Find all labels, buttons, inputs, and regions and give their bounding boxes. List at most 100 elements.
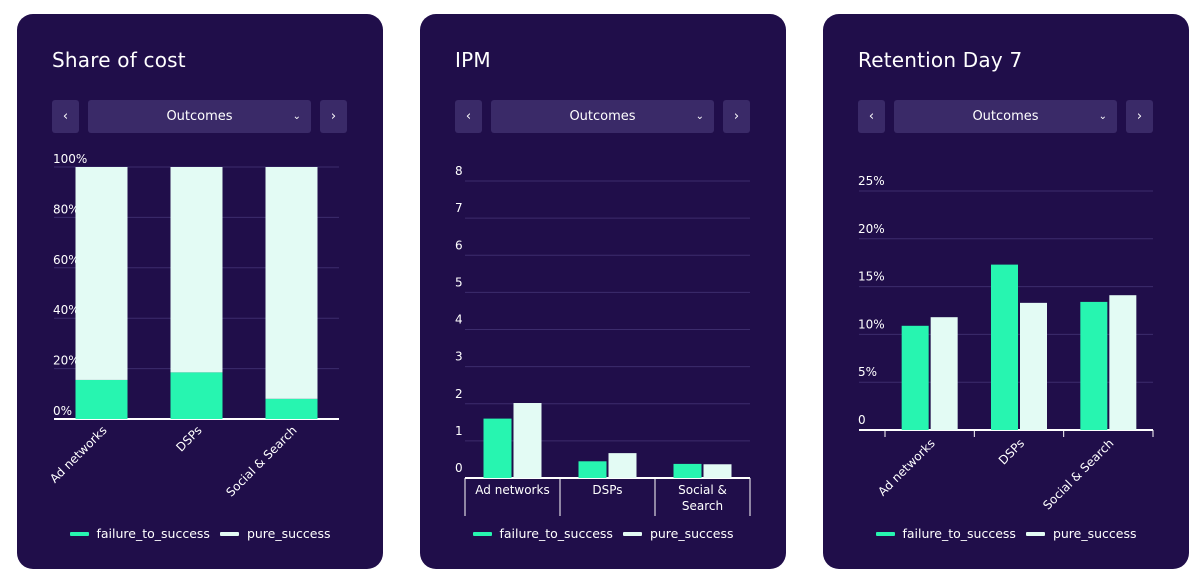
y-tick-label: 20% <box>858 222 885 236</box>
dropdown-value: Outcomes <box>972 109 1039 124</box>
y-tick-label: 10% <box>858 317 885 331</box>
card-title: IPM <box>455 48 491 72</box>
share-of-cost-card: Share of cost ‹ Outcomes ⌄ › 0% 20% 40% 60%… <box>17 14 383 569</box>
legend-swatch <box>472 531 492 536</box>
next-button[interactable]: › <box>1126 100 1153 133</box>
legend-item-pure-success[interactable]: pure_success <box>1025 526 1137 541</box>
y-tick-label: 80% <box>53 202 80 216</box>
bar-pure-success-dsps <box>1020 302 1047 430</box>
y-tick-label: 20% <box>53 354 80 368</box>
bar-failure-to-success-dsps <box>991 264 1018 430</box>
y-tick-label: 0 <box>858 413 866 427</box>
legend-item-pure-success[interactable]: pure_success <box>219 526 331 541</box>
dropdown-value: Outcomes <box>166 109 233 124</box>
card-title: Retention Day 7 <box>858 48 1023 72</box>
ipm-card: IPM ‹ Outcomes ⌄ › 0 1 2 3 4 5 6 7 8 Ad networks D… <box>420 14 786 569</box>
bar-pure-success-dsps <box>170 167 223 373</box>
legend-item-failure-to-success[interactable]: failure_to_success <box>472 526 613 541</box>
x-tick-label: Search <box>682 499 723 513</box>
bar-failure-to-success-dsps <box>578 461 607 478</box>
x-tick-label: Ad networks <box>47 423 110 486</box>
chevron-right-icon: › <box>733 109 740 124</box>
x-tick-label: DSPs <box>592 483 622 497</box>
y-tick-label: 7 <box>455 201 463 215</box>
retention-day-7-chart: 0 5% 10% 15% 20% 25% Ad networks DSPs Social & S… <box>858 174 1154 512</box>
share-of-cost-chart: 0% 20% 40% 60% 80% 100% Ad networks DSPs Social … <box>47 152 339 499</box>
legend-item-failure-to-success[interactable]: failure_to_success <box>875 526 1016 541</box>
legend-label: failure_to_success <box>902 526 1016 541</box>
chevron-right-icon: › <box>330 109 337 124</box>
y-tick-label: 0 <box>455 461 463 475</box>
y-tick-label: 3 <box>455 350 463 364</box>
y-tick-label: 15% <box>858 270 885 284</box>
legend-label: pure_success <box>246 526 331 541</box>
x-tick-label: Social & <box>678 483 727 497</box>
chart-legend: failure_to_success pure_success <box>823 526 1189 541</box>
chevron-left-icon: ‹ <box>62 109 69 124</box>
bar-failure-to-success-social-and-search <box>673 463 702 478</box>
x-tick-label: Social & Search <box>1040 436 1116 512</box>
x-tick-label: DSPs <box>173 423 204 454</box>
bar-failure-to-success-social-and-search <box>265 398 318 419</box>
outcomes-dropdown[interactable]: Outcomes ⌄ <box>894 100 1117 133</box>
chart-legend: failure_to_success pure_success <box>17 526 383 541</box>
previous-button[interactable]: ‹ <box>52 100 79 133</box>
chevron-left-icon: ‹ <box>465 109 472 124</box>
legend-item-pure-success[interactable]: pure_success <box>622 526 734 541</box>
bar-failure-to-success-ad-networks <box>483 418 512 478</box>
y-tick-label: 4 <box>455 313 463 327</box>
bar-pure-success-ad-networks <box>75 167 128 380</box>
next-button[interactable]: › <box>723 100 750 133</box>
x-tick-label: Ad networks <box>875 436 938 499</box>
y-tick-label: 0% <box>53 404 72 418</box>
next-button[interactable]: › <box>320 100 347 133</box>
bar-failure-to-success-ad-networks <box>901 325 929 430</box>
y-tick-label: 5% <box>858 365 877 379</box>
previous-button[interactable]: ‹ <box>858 100 885 133</box>
bar-pure-success-social-and-search <box>265 167 318 399</box>
legend-swatch <box>875 531 895 536</box>
bar-pure-success-social-and-search <box>1109 295 1137 430</box>
legend-label: pure_success <box>1052 526 1137 541</box>
bar-pure-success-social-and-search <box>703 464 732 478</box>
retention-day-7-card: Retention Day 7 ‹ Outcomes ⌄ › 0 5% 10% 15%… <box>823 14 1189 569</box>
chevron-left-icon: ‹ <box>868 109 875 124</box>
dropdown-value: Outcomes <box>569 109 636 124</box>
chevron-down-icon: ⌄ <box>292 111 301 122</box>
bar-pure-success-ad-networks <box>930 317 958 430</box>
chevron-right-icon: › <box>1136 109 1143 124</box>
bar-failure-to-success-dsps <box>170 372 223 419</box>
y-tick-label: 1 <box>455 424 463 438</box>
y-tick-label: 5 <box>455 275 463 289</box>
bar-failure-to-success-social-and-search <box>1080 301 1108 430</box>
card-title: Share of cost <box>52 48 186 72</box>
y-tick-label: 100% <box>53 152 87 166</box>
bar-pure-success-ad-networks <box>513 403 542 478</box>
chevron-down-icon: ⌄ <box>1098 111 1107 122</box>
legend-swatch <box>622 531 642 536</box>
legend-label: failure_to_success <box>499 526 613 541</box>
bar-failure-to-success-ad-networks <box>75 379 128 419</box>
legend-swatch <box>1025 531 1045 536</box>
y-tick-label: 25% <box>858 174 885 188</box>
ipm-chart: 0 1 2 3 4 5 6 7 8 Ad networks DSPs Social & Search <box>455 164 751 516</box>
x-tick-label: Social & Search <box>223 423 299 499</box>
chart-legend: failure_to_success pure_success <box>420 526 786 541</box>
y-tick-label: 8 <box>455 164 463 178</box>
bar-pure-success-dsps <box>608 453 637 478</box>
y-tick-label: 2 <box>455 387 463 401</box>
chevron-down-icon: ⌄ <box>695 111 704 122</box>
x-tick-label: Ad networks <box>475 483 549 497</box>
previous-button[interactable]: ‹ <box>455 100 482 133</box>
x-tick-label: DSPs <box>996 436 1027 467</box>
y-tick-label: 60% <box>53 253 80 267</box>
legend-item-failure-to-success[interactable]: failure_to_success <box>69 526 210 541</box>
legend-swatch <box>69 531 89 536</box>
legend-label: pure_success <box>649 526 734 541</box>
legend-label: failure_to_success <box>96 526 210 541</box>
outcomes-dropdown[interactable]: Outcomes ⌄ <box>491 100 714 133</box>
legend-swatch <box>219 531 239 536</box>
outcomes-dropdown[interactable]: Outcomes ⌄ <box>88 100 311 133</box>
y-tick-label: 40% <box>53 303 80 317</box>
y-tick-label: 6 <box>455 238 463 252</box>
